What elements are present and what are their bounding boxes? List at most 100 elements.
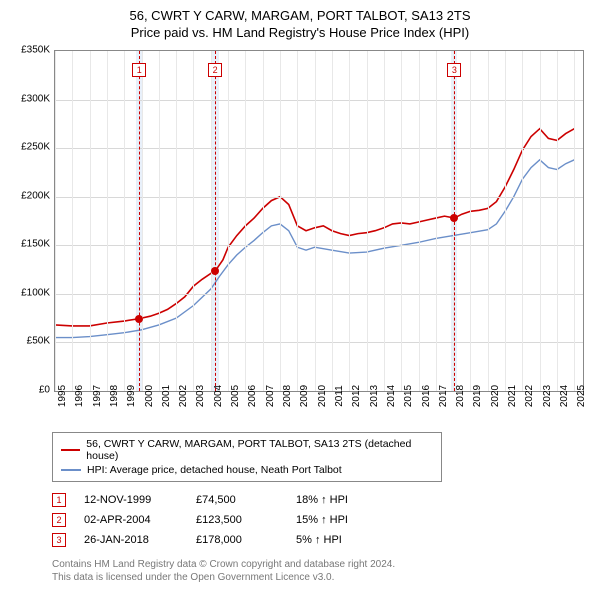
x-tick-label: 1996 (74, 385, 85, 407)
title-address: 56, CWRT Y CARW, MARGAM, PORT TALBOT, SA… (10, 8, 590, 23)
gridline-v (540, 51, 541, 391)
marker-dot (135, 315, 143, 323)
events-table: 112-NOV-1999£74,50018% ↑ HPI 202-APR-2004… (52, 490, 590, 550)
legend-row: HPI: Average price, detached house, Neat… (61, 463, 433, 477)
marker-badge: 1 (132, 63, 146, 77)
gridline-v (211, 51, 212, 391)
x-tick-label: 1998 (109, 385, 120, 407)
gridline-v (245, 51, 246, 391)
gridline-v (470, 51, 471, 391)
gridline-v (263, 51, 264, 391)
gridline-v (142, 51, 143, 391)
y-tick-label: £150K (21, 239, 50, 250)
gridline-h (55, 197, 583, 198)
legend-box: 56, CWRT Y CARW, MARGAM, PORT TALBOT, SA… (52, 432, 442, 482)
gridline-v (107, 51, 108, 391)
gridline-v (488, 51, 489, 391)
gridline-v (436, 51, 437, 391)
x-axis: 1995199619971998199920002001200220032004… (54, 392, 584, 422)
x-tick-label: 2011 (334, 385, 345, 407)
y-axis: £0£50K£100K£150K£200K£250K£300K£350K (10, 50, 54, 392)
gridline-v (90, 51, 91, 391)
event-date: 26-JAN-2018 (66, 534, 196, 546)
x-tick-label: 2016 (421, 385, 432, 407)
y-tick-label: £350K (21, 45, 50, 56)
gridline-h (55, 148, 583, 149)
event-badge: 1 (52, 493, 66, 507)
gridline-h (55, 342, 583, 343)
event-price: £74,500 (196, 494, 296, 506)
attribution-text: Contains HM Land Registry data © Crown c… (52, 558, 590, 584)
x-tick-label: 2002 (178, 385, 189, 407)
event-delta: 18% ↑ HPI (296, 494, 396, 506)
x-tick-label: 2021 (507, 385, 518, 407)
event-price: £123,500 (196, 514, 296, 526)
gridline-h (55, 245, 583, 246)
event-delta: 5% ↑ HPI (296, 534, 396, 546)
x-tick-label: 2009 (299, 385, 310, 407)
x-tick-label: 2001 (161, 385, 172, 407)
legend-label: 56, CWRT Y CARW, MARGAM, PORT TALBOT, SA… (86, 438, 433, 462)
title-subtitle: Price paid vs. HM Land Registry's House … (10, 25, 590, 40)
gridline-v (228, 51, 229, 391)
event-badge: 3 (52, 533, 66, 547)
legend-swatch (61, 469, 81, 471)
x-tick-label: 2017 (438, 385, 449, 407)
plot-area: 1 2 3 (54, 50, 584, 392)
y-tick-label: £0 (39, 385, 50, 396)
gridline-v (401, 51, 402, 391)
legend-swatch (61, 449, 80, 451)
gridline-v (159, 51, 160, 391)
x-tick-label: 2018 (455, 385, 466, 407)
x-tick-label: 2014 (386, 385, 397, 407)
event-date: 02-APR-2004 (66, 514, 196, 526)
x-tick-label: 2007 (265, 385, 276, 407)
x-tick-label: 2012 (351, 385, 362, 407)
gridline-v (419, 51, 420, 391)
y-tick-label: £100K (21, 287, 50, 298)
x-tick-label: 2000 (144, 385, 155, 407)
x-tick-label: 2006 (247, 385, 258, 407)
gridline-v (72, 51, 73, 391)
gridline-h (55, 100, 583, 101)
gridline-v (332, 51, 333, 391)
event-row: 202-APR-2004£123,50015% ↑ HPI (52, 510, 590, 530)
gridline-v (193, 51, 194, 391)
gridline-v (367, 51, 368, 391)
chart-title-block: 56, CWRT Y CARW, MARGAM, PORT TALBOT, SA… (0, 0, 600, 44)
gridline-v (55, 51, 56, 391)
gridline-h (55, 294, 583, 295)
x-tick-label: 2010 (317, 385, 328, 407)
y-tick-label: £50K (27, 336, 50, 347)
x-tick-label: 1995 (57, 385, 68, 407)
gridline-v (557, 51, 558, 391)
x-tick-label: 2025 (576, 385, 587, 407)
x-tick-label: 2023 (542, 385, 553, 407)
y-tick-label: £250K (21, 142, 50, 153)
marker-badge: 2 (208, 63, 222, 77)
marker-badge: 3 (447, 63, 461, 77)
legend-label: HPI: Average price, detached house, Neat… (87, 464, 342, 476)
x-tick-label: 2004 (213, 385, 224, 407)
x-tick-label: 2003 (195, 385, 206, 407)
x-tick-label: 1997 (92, 385, 103, 407)
attribution-line2: This data is licensed under the Open Gov… (52, 571, 590, 584)
x-tick-label: 2022 (524, 385, 535, 407)
marker-dot (211, 267, 219, 275)
event-row: 326-JAN-2018£178,0005% ↑ HPI (52, 530, 590, 550)
gridline-v (297, 51, 298, 391)
gridline-v (574, 51, 575, 391)
event-date: 12-NOV-1999 (66, 494, 196, 506)
x-tick-label: 2008 (282, 385, 293, 407)
gridline-v (505, 51, 506, 391)
gridline-v (522, 51, 523, 391)
gridline-v (124, 51, 125, 391)
gridline-v (280, 51, 281, 391)
x-tick-label: 2019 (472, 385, 483, 407)
y-tick-label: £300K (21, 93, 50, 104)
y-tick-label: £200K (21, 190, 50, 201)
event-price: £178,000 (196, 534, 296, 546)
attribution-line1: Contains HM Land Registry data © Crown c… (52, 558, 590, 571)
x-tick-label: 2013 (369, 385, 380, 407)
x-tick-label: 1999 (126, 385, 137, 407)
